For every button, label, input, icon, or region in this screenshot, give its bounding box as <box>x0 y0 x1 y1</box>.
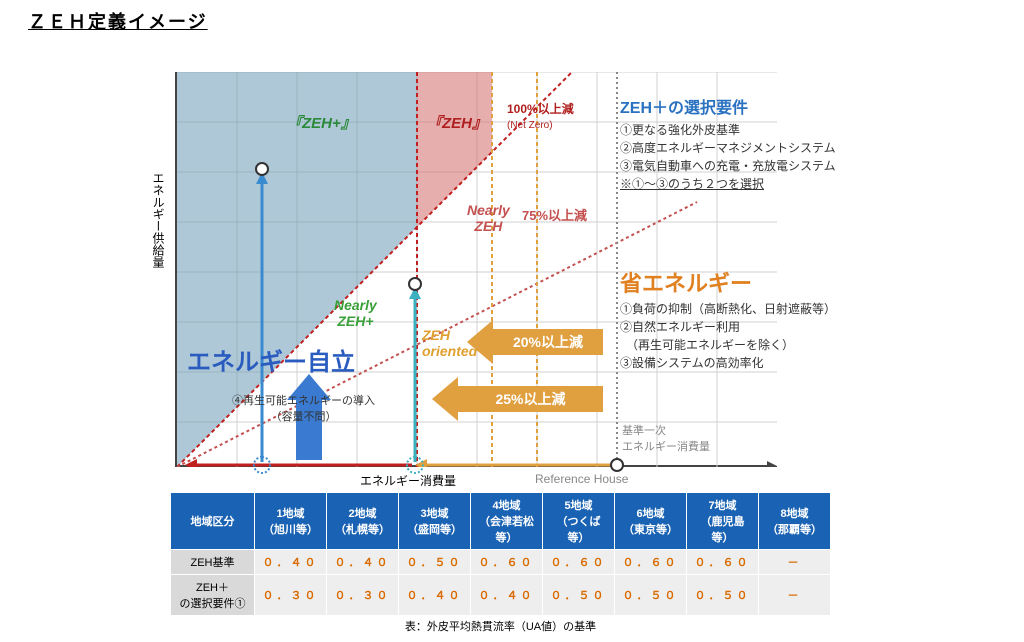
table-header-cell: 5地域（つくば等） <box>543 493 615 550</box>
side-top-title: ZEH＋の選択要件 <box>620 97 1000 121</box>
label-zehplus: 『ZEH+』 <box>287 112 356 133</box>
table-header-cell: 8地域（那覇等） <box>759 493 831 550</box>
arrow-20: 20%以上減 <box>467 320 603 364</box>
label-big-blue: エネルギー自立 <box>187 342 355 377</box>
table-cell: ０．５０ <box>399 550 471 575</box>
table-header-cell: 地域区分 <box>171 493 255 550</box>
circ-blue <box>255 162 269 176</box>
label-zeh: 『ZEH』 <box>427 112 487 133</box>
base-note: 基準一次 エネルギー消費量 <box>622 422 710 454</box>
red-xarrow-head <box>185 459 197 467</box>
page-title: ＺＥＨ定義イメージ <box>0 0 1024 42</box>
table-cell: ０．６０ <box>615 550 687 575</box>
table-cell: ０．３０ <box>255 575 327 616</box>
ua-table-caption: 表：外皮平均熱貫流率（UA値）の基準 <box>170 618 831 634</box>
table-cell: ０．３０ <box>327 575 399 616</box>
base-note-l1: 基準一次 <box>622 422 710 438</box>
table-cell: － <box>759 575 831 616</box>
side-top-i2: ②高度エネルギーマネジメントシステム <box>620 139 1000 157</box>
table-cell: ０．４０ <box>327 550 399 575</box>
side-top-i1: ①更なる強化外皮基準 <box>620 121 1000 139</box>
diagram-stage: 『ZEH+』 『ZEH』 Nearly ZEH Nearly ZEH+ ZEH … <box>0 42 1024 642</box>
ua-table-header-row: 地域区分1地域（旭川等）2地域（札幌等）3地域（盛岡等）4地域（会津若松等）5地… <box>171 493 831 550</box>
x-axis-label: エネルギー消費量 <box>360 472 456 489</box>
label-netzero-main: 100%以上減 <box>507 102 574 116</box>
table-cell: ０．４０ <box>471 575 543 616</box>
side-mid-i3: （再生可能エネルギーを除く） <box>620 336 1000 354</box>
ua-table-wrap: 地域区分1地域（旭川等）2地域（札幌等）3地域（盛岡等）4地域（会津若松等）5地… <box>170 492 831 634</box>
label-nearly-zeh: Nearly ZEH <box>467 202 510 234</box>
table-cell: ０．５０ <box>615 575 687 616</box>
axis-x-arrow <box>767 461 777 467</box>
label-netzero-sub: (Net Zero) <box>507 120 553 131</box>
table-cell: ０．４０ <box>255 550 327 575</box>
ua-table-row-1: ZEH基準０．４００．４００．５００．６００．６００．６００．６０－ <box>171 550 831 575</box>
table-rowhead: ZEH基準 <box>171 550 255 575</box>
circ-ref <box>610 458 624 472</box>
label-netzero: 100%以上減 (Net Zero) <box>507 100 574 131</box>
table-header-cell: 2地域（札幌等） <box>327 493 399 550</box>
table-header-cell: 6地域（東京等） <box>615 493 687 550</box>
side-mid-i2: ②自然エネルギー利用 <box>620 318 1000 336</box>
arrow-25: 25%以上減 <box>432 377 603 421</box>
table-cell: ０．６０ <box>543 550 615 575</box>
table-cell: ０．６０ <box>471 550 543 575</box>
table-header-cell: 1地域（旭川等） <box>255 493 327 550</box>
label-nearly-zehp: Nearly ZEH+ <box>334 297 377 329</box>
renewable-note-l2: （容量不問） <box>232 408 375 424</box>
ua-table-row-2: ZEH＋の選択要件①０．３００．３００．４００．４００．５００．５００．５０－ <box>171 575 831 616</box>
table-cell: ０．４０ <box>399 575 471 616</box>
side-mid-title: 省エネルギー <box>620 267 1000 300</box>
table-cell: ０．５０ <box>687 575 759 616</box>
renewable-note-l1: ④再生可能エネルギーの導入 <box>232 392 375 408</box>
side-mid: 省エネルギー ①負荷の抑制（高断熱化、日射遮蔽等） ②自然エネルギー利用 （再生… <box>620 267 1000 372</box>
renewable-note: ④再生可能エネルギーの導入 （容量不問） <box>232 392 375 424</box>
ua-table: 地域区分1地域（旭川等）2地域（札幌等）3地域（盛岡等）4地域（会津若松等）5地… <box>170 492 831 616</box>
label-75: 75%以上減 <box>522 205 587 224</box>
y-axis-label: エネルギー供給量 <box>150 172 167 268</box>
side-top-i3: ③電気自動車への充電・充放電システム <box>620 157 1000 175</box>
table-cell: ０．５０ <box>543 575 615 616</box>
table-cell: － <box>759 550 831 575</box>
side-mid-i4: ③設備システムの高効率化 <box>620 354 1000 372</box>
table-header-cell: 7地域（鹿児島等） <box>687 493 759 550</box>
table-header-cell: 4地域（会津若松等） <box>471 493 543 550</box>
table-cell: ０．６０ <box>687 550 759 575</box>
side-top: ZEH＋の選択要件 ①更なる強化外皮基準 ②高度エネルギーマネジメントシステム … <box>620 97 1000 193</box>
circ-teal <box>408 277 422 291</box>
side-top-i4: ※①～③のうち２つを選択 <box>620 175 1000 193</box>
side-mid-i1: ①負荷の抑制（高断熱化、日射遮蔽等） <box>620 300 1000 318</box>
reference-house-label: Reference House <box>535 472 628 486</box>
table-header-cell: 3地域（盛岡等） <box>399 493 471 550</box>
table-rowhead: ZEH＋の選択要件① <box>171 575 255 616</box>
dcirc-blue-origin <box>253 456 271 474</box>
base-note-l2: エネルギー消費量 <box>622 438 710 454</box>
